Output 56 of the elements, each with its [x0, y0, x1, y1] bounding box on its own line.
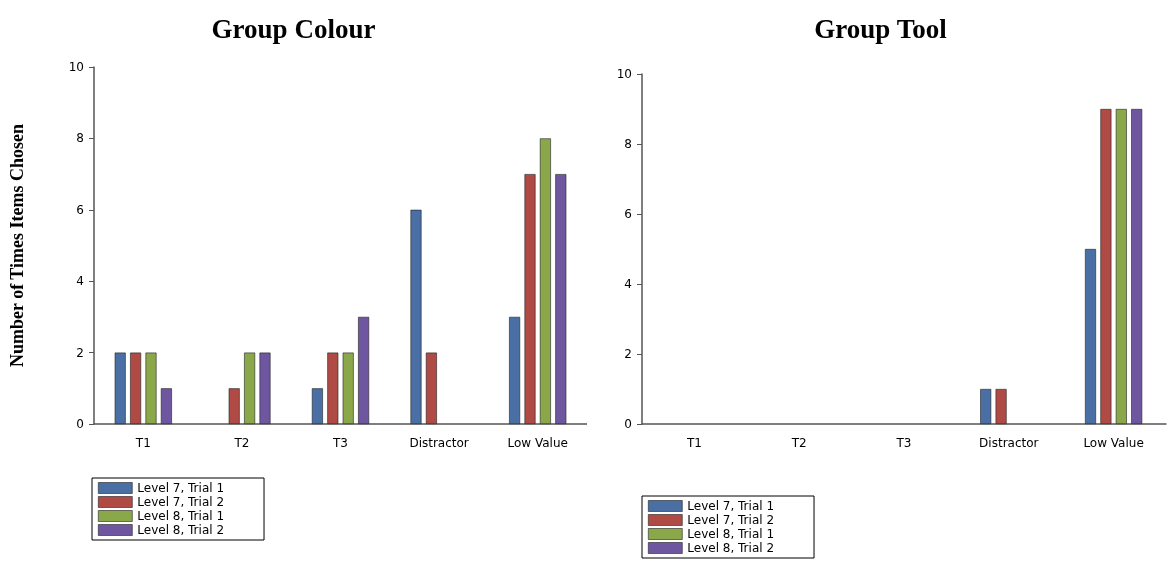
x-tick-label: Distractor	[409, 436, 469, 450]
legend-label: Level 8, Trial 2	[137, 523, 225, 537]
bar	[1115, 109, 1127, 424]
bar	[342, 352, 354, 424]
legend-label: Level 8, Trial 2	[687, 541, 775, 555]
x-tick-label: T2	[790, 436, 807, 450]
legend-label: Level 7, Trial 1	[687, 499, 775, 513]
legend-label: Level 7, Trial 1	[137, 481, 225, 495]
bar	[244, 352, 256, 424]
x-tick-label: Distractor	[979, 436, 1039, 450]
bar	[327, 352, 339, 424]
x-tick-label: T3	[332, 436, 348, 450]
bar	[160, 388, 172, 424]
y-tick-label: 2	[624, 347, 632, 361]
chart-title: Group Colour	[211, 13, 376, 44]
y-tick-label: 6	[76, 202, 84, 217]
bar	[114, 352, 126, 424]
y-tick-label: 0	[624, 417, 632, 431]
bar	[524, 174, 536, 424]
y-tick-label: 0	[76, 417, 84, 431]
bar	[539, 138, 551, 424]
bar	[410, 209, 422, 424]
bar	[1131, 109, 1143, 424]
y-tick-label: 4	[624, 277, 632, 291]
x-tick-label: T1	[685, 436, 702, 450]
legend-label: Level 7, Trial 2	[687, 513, 775, 527]
legend-label: Level 8, Trial 1	[687, 527, 775, 541]
bar	[228, 388, 240, 424]
bar	[555, 174, 567, 424]
y-tick-label: 6	[624, 207, 632, 221]
bar	[425, 352, 437, 424]
x-tick-label: T3	[895, 436, 912, 450]
y-tick-label: 8	[624, 137, 632, 151]
bar	[980, 389, 992, 424]
y-tick-label: 4	[76, 274, 84, 289]
legend-label: Level 8, Trial 1	[137, 509, 225, 523]
bar	[145, 352, 157, 424]
bar	[358, 316, 370, 424]
y-axis-title: Number of Times Items Chosen	[7, 123, 27, 368]
x-tick-label: Low Value	[1083, 436, 1144, 450]
legend-label: Level 7, Trial 2	[137, 495, 225, 509]
bar	[130, 352, 142, 424]
bar	[995, 389, 1007, 424]
bar	[1085, 249, 1096, 424]
bar	[311, 388, 323, 424]
y-tick-label: 2	[76, 345, 84, 360]
x-tick-label: Low Value	[507, 436, 568, 450]
bar	[1100, 109, 1112, 424]
y-tick-label: 8	[76, 131, 84, 146]
chart-title: Group Tool	[814, 13, 948, 44]
bar	[259, 352, 271, 424]
x-tick-label: T1	[134, 436, 151, 450]
y-tick-label: 10	[616, 67, 632, 81]
x-tick-label: T2	[233, 436, 250, 450]
y-tick-label: 10	[68, 60, 84, 74]
bar	[509, 316, 521, 424]
